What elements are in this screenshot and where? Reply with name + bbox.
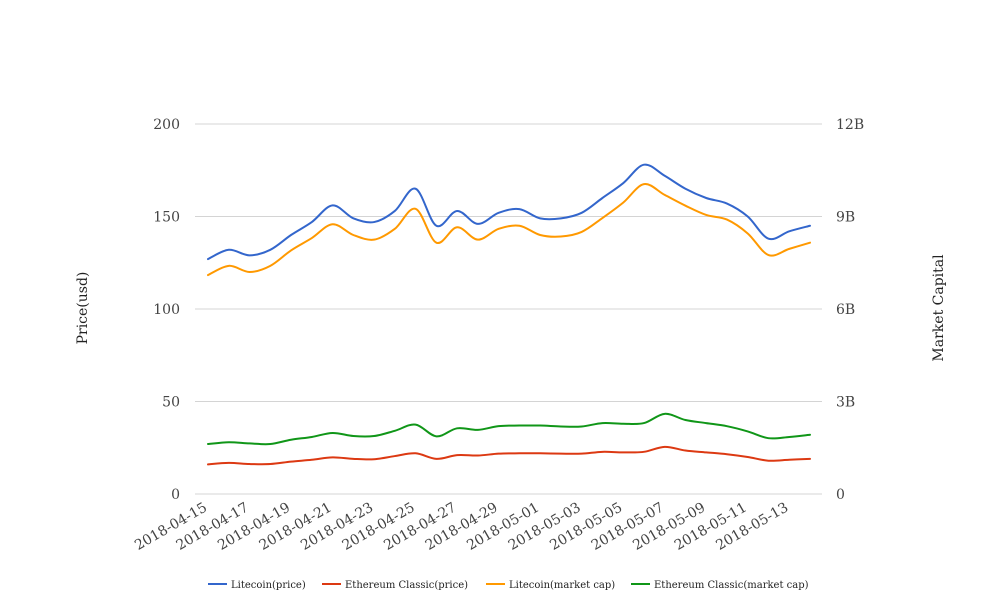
y-tick-label: 150 xyxy=(153,210,180,226)
y2-tick-label: 0 xyxy=(836,487,845,503)
right-axis-ticks: 0 3B 6B 9B 12B xyxy=(836,117,864,503)
right-axis-title: Market Capital xyxy=(931,254,947,362)
y2-tick-label: 3B xyxy=(836,395,855,411)
left-axis-title: Price(usd) xyxy=(75,272,91,345)
y-tick-label: 200 xyxy=(153,117,180,133)
y-tick-label: 0 xyxy=(171,487,180,503)
x-axis-ticks: 2018-04-152018-04-172018-04-192018-04-21… xyxy=(132,500,791,554)
gridlines xyxy=(195,123,822,495)
y-tick-label: 100 xyxy=(153,302,180,318)
legend-label-litecoin-market-cap: Litecoin(market cap) xyxy=(509,580,615,591)
legend: Litecoin(price) Ethereum Classic(price) Li… xyxy=(208,580,809,591)
left-axis-ticks: 0 50 100 150 200 xyxy=(153,117,180,503)
series-line-ethereum-classic-market-cap xyxy=(207,412,811,446)
series-line-ethereum-classic-price xyxy=(207,445,811,466)
legend-label-litecoin-price: Litecoin(price) xyxy=(231,580,306,591)
y2-tick-label: 12B xyxy=(836,117,864,133)
y-tick-label: 50 xyxy=(162,395,180,411)
legend-label-ethereum-classic-market-cap: Ethereum Classic(market cap) xyxy=(654,580,809,591)
series-line-litecoin-market-cap xyxy=(207,183,811,277)
series-lines xyxy=(207,163,811,466)
legend-label-ethereum-classic-price: Ethereum Classic(price) xyxy=(345,580,468,591)
y2-tick-label: 6B xyxy=(836,302,855,318)
series-line-litecoin-price xyxy=(207,163,811,261)
y2-tick-label: 9B xyxy=(836,210,855,226)
